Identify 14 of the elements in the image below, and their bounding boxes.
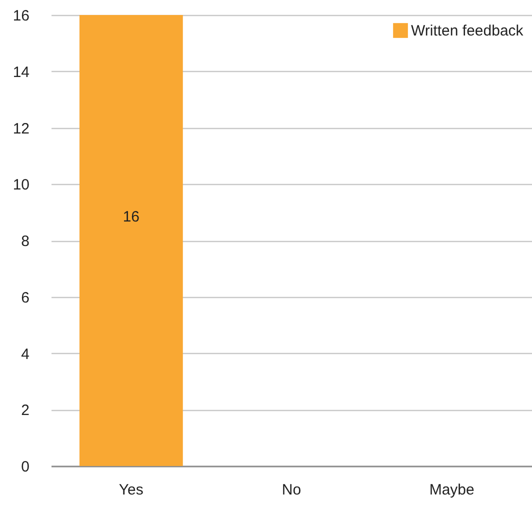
x-tick-label: Maybe <box>429 482 474 498</box>
y-tick-label: 2 <box>21 402 30 420</box>
legend-label: Written feedback <box>411 22 524 40</box>
y-tick-label: 14 <box>12 64 30 81</box>
y-tick-label: 12 <box>12 120 30 138</box>
y-tick-label: 8 <box>21 233 30 250</box>
data-label: 16 <box>122 208 140 226</box>
y-tick-label: 4 <box>21 346 30 363</box>
y-tick-label: 0 <box>21 458 30 476</box>
x-tick-label: Yes <box>118 482 144 498</box>
y-tick-label: 16 <box>12 8 30 24</box>
y-tick-label: 6 <box>21 289 30 306</box>
y-tick-label: 10 <box>12 176 30 194</box>
x-tick-label: No <box>282 482 302 498</box>
